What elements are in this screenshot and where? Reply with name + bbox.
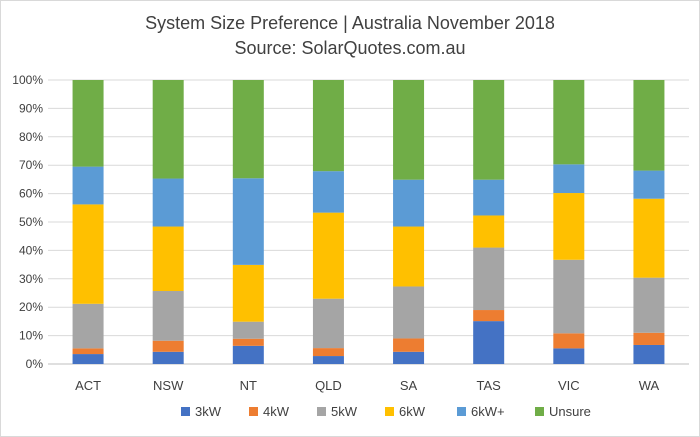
legend-label: 4kW <box>263 404 290 419</box>
bar-qld-6kw <box>312 171 344 213</box>
bar-nt-4kw <box>232 338 264 346</box>
bar-sa-unsure <box>393 80 425 180</box>
x-tick-label: VIC <box>558 378 580 393</box>
y-tick-label: 20% <box>19 300 43 314</box>
bar-nt-unsure <box>232 80 264 179</box>
bar-act-5kw <box>72 303 104 349</box>
bar-tas-unsure <box>473 80 505 180</box>
bar-vic-6kw <box>553 164 585 194</box>
bar-tas-6kw <box>473 215 505 248</box>
bar-qld-6kw <box>312 212 344 299</box>
bar-tas-3kw <box>473 321 505 364</box>
bar-act-6kw <box>72 204 104 304</box>
bar-wa-6kw <box>633 170 665 199</box>
bar-sa-5kw <box>393 286 425 339</box>
bar-sa-3kw <box>393 351 425 364</box>
bar-vic-5kw <box>553 259 585 334</box>
x-tick-label: NSW <box>153 378 184 393</box>
bar-nsw-6kw <box>152 226 184 292</box>
bar-sa-6kw <box>393 179 425 227</box>
legend-label: 6kW <box>399 404 426 419</box>
legend-label: 3kW <box>195 404 222 419</box>
bar-nsw-unsure <box>152 80 184 179</box>
bar-vic-6kw <box>553 193 585 260</box>
x-tick-label: WA <box>639 378 660 393</box>
bar-act-unsure <box>72 80 104 167</box>
y-tick-label: 70% <box>19 158 43 172</box>
bar-nsw-4kw <box>152 340 184 352</box>
y-tick-label: 40% <box>19 243 43 257</box>
bar-nsw-6kw <box>152 178 184 227</box>
bar-wa-4kw <box>633 332 665 345</box>
bar-nt-6kw <box>232 264 264 322</box>
bar-act-4kw <box>72 348 104 355</box>
legend-swatch <box>385 407 394 416</box>
y-tick-label: 60% <box>19 187 43 201</box>
bar-act-3kw <box>72 354 104 364</box>
bar-qld-3kw <box>312 356 344 364</box>
legend-swatch <box>317 407 326 416</box>
bar-vic-unsure <box>553 80 585 165</box>
chart-title: System Size Preference | Australia Novem… <box>145 13 555 33</box>
bar-nsw-5kw <box>152 291 184 341</box>
bar-act-6kw <box>72 166 104 205</box>
x-tick-label: NT <box>240 378 257 393</box>
y-tick-label: 80% <box>19 130 43 144</box>
legend-label: Unsure <box>549 404 591 419</box>
bar-wa-unsure <box>633 80 665 171</box>
x-tick-label: SA <box>400 378 418 393</box>
y-tick-label: 0% <box>26 357 44 371</box>
bar-tas-4kw <box>473 310 505 322</box>
bar-vic-3kw <box>553 348 585 364</box>
bar-sa-6kw <box>393 226 425 287</box>
bar-nt-5kw <box>232 321 264 339</box>
bar-qld-5kw <box>312 298 344 349</box>
y-tick-label: 50% <box>19 215 43 229</box>
y-tick-label: 10% <box>19 329 43 343</box>
bar-wa-5kw <box>633 277 665 333</box>
y-tick-label: 90% <box>19 101 43 115</box>
legend-label: 5kW <box>331 404 358 419</box>
bar-nt-3kw <box>232 345 264 364</box>
y-tick-label: 30% <box>19 272 43 286</box>
bar-tas-6kw <box>473 179 505 216</box>
x-tick-label: ACT <box>75 378 101 393</box>
legend-swatch <box>249 407 258 416</box>
legend-label: 6kW+ <box>471 404 505 419</box>
legend-swatch <box>181 407 190 416</box>
bar-vic-4kw <box>553 333 585 349</box>
legend-swatch <box>535 407 544 416</box>
bar-wa-6kw <box>633 198 665 278</box>
y-tick-label: 100% <box>12 73 43 87</box>
x-tick-label: TAS <box>477 378 502 393</box>
bar-nsw-3kw <box>152 351 184 364</box>
bar-sa-4kw <box>393 338 425 352</box>
bar-tas-5kw <box>473 247 505 311</box>
bar-qld-4kw <box>312 348 344 357</box>
x-tick-label: QLD <box>315 378 342 393</box>
bar-nt-6kw <box>232 178 264 265</box>
legend-swatch <box>457 407 466 416</box>
chart-subtitle: Source: SolarQuotes.com.au <box>234 38 466 58</box>
bar-wa-3kw <box>633 344 665 364</box>
bar-qld-unsure <box>312 80 344 172</box>
